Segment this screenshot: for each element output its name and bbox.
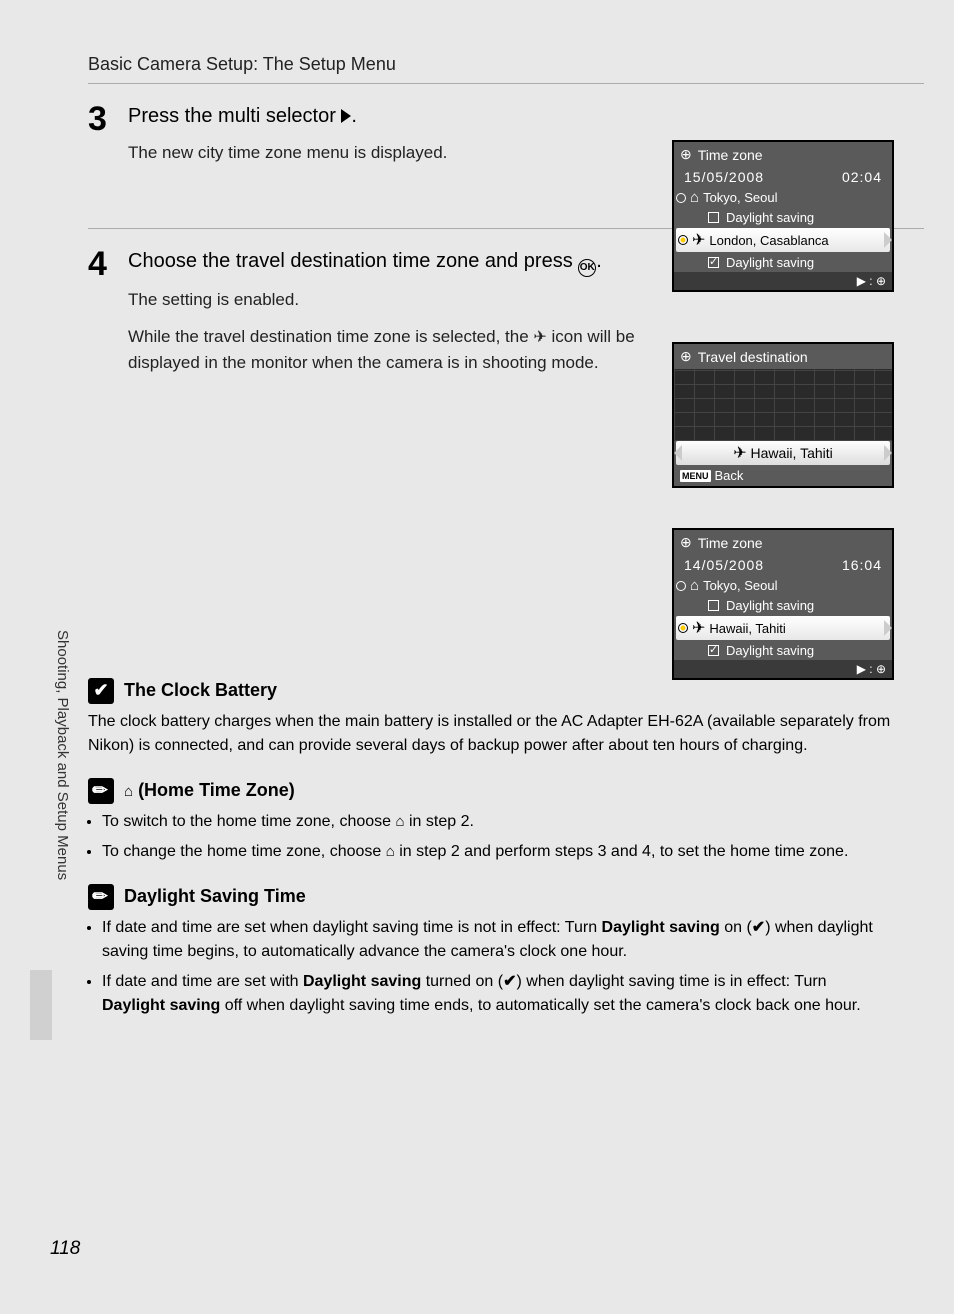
t: in step 2 and perform steps 3 and 4, to … (395, 843, 849, 860)
ok-icon: OK (578, 259, 596, 277)
world-map (674, 369, 892, 441)
t: To change the home time zone, choose (102, 843, 386, 860)
t: To switch to the home time zone, choose (102, 813, 395, 830)
note-title: Daylight Saving Time (124, 886, 306, 907)
note-title: ⌂ (Home Time Zone) (124, 780, 295, 801)
t: Press the multi selector (128, 105, 341, 127)
side-tab (30, 970, 52, 1040)
radio-on-icon (678, 235, 688, 245)
bullet: To change the home time zone, choose ⌂ i… (102, 840, 894, 864)
t: turned on ( (421, 973, 503, 990)
t: Tokyo, Seoul (703, 190, 777, 205)
step-text: The setting is enabled. (128, 287, 664, 313)
bullet: If date and time are set with Daylight s… (102, 970, 894, 1018)
t: Choose the travel destination time zone … (128, 250, 578, 272)
side-section-label: Shooting, Playback and Setup Menus (54, 630, 71, 880)
step-number: 3 (88, 102, 128, 178)
clock-icon: ⊕ (680, 348, 692, 365)
note-home-tz: ✎ ⌂ (Home Time Zone) To switch to the ho… (88, 778, 924, 864)
t: Daylight saving (726, 210, 814, 225)
home-icon: ⌂ (395, 813, 404, 830)
t: Daylight saving (303, 973, 421, 990)
note-clock-battery: ✔ The Clock Battery The clock battery ch… (88, 678, 924, 758)
radio-on-icon (678, 623, 688, 633)
check-icon: ✔ (752, 919, 765, 936)
bullet: To switch to the home time zone, choose … (102, 810, 894, 834)
clock-icon: ⊕ (680, 534, 692, 551)
clock-icon: ⊕ (680, 146, 692, 163)
check-icon: ✔ (93, 680, 108, 701)
date: 15/05/2008 (684, 169, 764, 185)
t: Time zone (698, 535, 763, 551)
check-icon: ✔ (503, 973, 516, 990)
pencil-icon: ✎ (88, 778, 114, 804)
caution-icon: ✔ (88, 678, 114, 704)
t: Daylight saving (102, 997, 220, 1014)
t: Hawaii, Tahiti (751, 445, 833, 461)
t: If date and time are set when daylight s… (102, 919, 602, 936)
t: in step 2. (405, 813, 474, 830)
t: While the travel destination time zone i… (128, 327, 533, 346)
rule (88, 83, 924, 84)
step-number: 4 (88, 247, 128, 388)
radio-off-icon (676, 581, 686, 591)
page-header: Basic Camera Setup: The Setup Menu (30, 30, 924, 83)
time: 16:04 (842, 557, 882, 573)
home-icon: ⌂ (690, 189, 699, 206)
t: If date and time are set with (102, 973, 303, 990)
plane-icon: ✈ (733, 445, 746, 462)
lcd-travel-dest: ⊕ Travel destination ✈ Hawaii, Tahiti MEN… (672, 342, 894, 488)
checkbox-off-icon (708, 212, 719, 223)
t: Daylight saving (726, 598, 814, 613)
note-title: The Clock Battery (124, 680, 277, 701)
home-icon: ⌂ (690, 577, 699, 594)
date: 14/05/2008 (684, 557, 764, 573)
t: (Home Time Zone) (133, 780, 295, 800)
radio-off-icon (676, 193, 686, 203)
t: London, Casablanca (709, 233, 828, 248)
t: on ( (720, 919, 752, 936)
step-text: The new city time zone menu is displayed… (128, 140, 664, 166)
plane-icon: ✈ (533, 329, 546, 346)
lcd-timezone-2: ⊕ Time zone 14/05/2008 16:04 ⌂ Tokyo, Seoul… (672, 528, 894, 680)
play-icon: ▶ (857, 662, 866, 676)
bullet: If date and time are set when daylight s… (102, 916, 894, 964)
selected-zone: ✈ Hawaii, Tahiti (676, 441, 890, 465)
pencil-icon: ✎ (88, 884, 114, 910)
step-title: Press the multi selector . (128, 102, 664, 130)
t: off when daylight saving time ends, to a… (220, 997, 860, 1014)
note-body: The clock battery charges when the main … (88, 710, 894, 758)
t: Hawaii, Tahiti (709, 621, 785, 636)
t: Back (715, 468, 744, 483)
t: Daylight saving (726, 643, 814, 658)
i: ✎ (88, 884, 114, 910)
home-icon: ⌂ (124, 783, 133, 800)
step-title: Choose the travel destination time zone … (128, 247, 664, 277)
note-dst: ✎ Daylight Saving Time If date and time … (88, 884, 924, 1018)
step-text: While the travel destination time zone i… (128, 324, 664, 376)
time: 02:04 (842, 169, 882, 185)
t: Travel destination (698, 349, 808, 365)
t: . (351, 105, 357, 127)
t: . (596, 250, 602, 272)
page-number: 118 (50, 1238, 80, 1260)
globe-icon: ⊕ (876, 662, 886, 676)
plane-icon: ✈ (692, 618, 705, 638)
checkbox-on-icon (708, 645, 719, 656)
menu-badge: MENU (680, 470, 711, 482)
t: ) when daylight saving time is in effect… (516, 973, 826, 990)
home-icon: ⌂ (386, 843, 395, 860)
t: Tokyo, Seoul (703, 578, 777, 593)
checkbox-off-icon (708, 600, 719, 611)
i: ✎ (88, 778, 114, 804)
t: Time zone (698, 147, 763, 163)
right-arrow-icon (341, 109, 351, 123)
t: Daylight saving (602, 919, 720, 936)
